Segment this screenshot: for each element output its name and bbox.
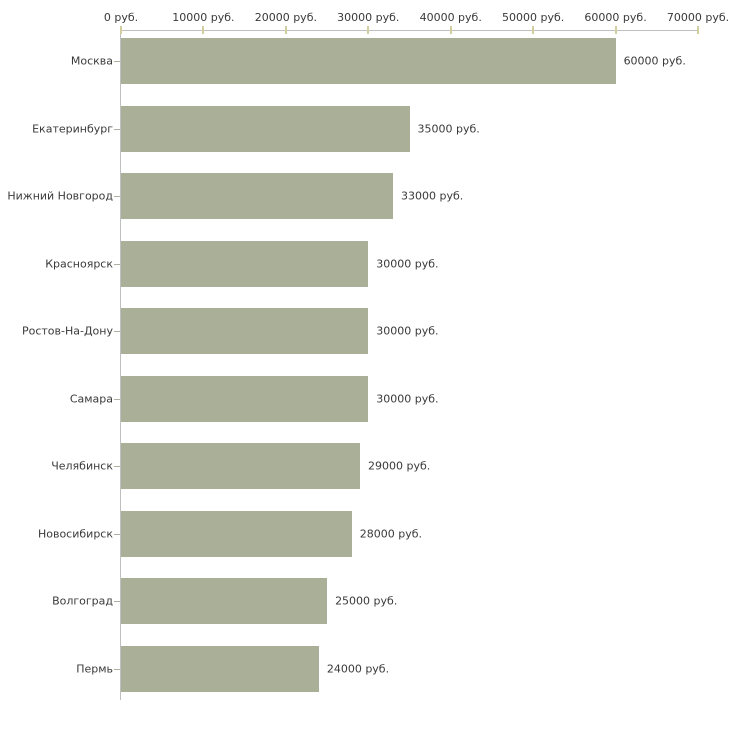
category-label: Самара <box>69 392 113 405</box>
category-label: Новосибирск <box>37 527 113 540</box>
x-axis-line <box>121 30 699 31</box>
x-axis-tick <box>697 26 699 34</box>
value-label: 33000 руб. <box>401 189 464 203</box>
value-label: 24000 руб. <box>326 662 390 675</box>
value-label: 30000 руб. <box>376 324 439 338</box>
bar <box>121 443 361 489</box>
category-tick <box>114 601 120 602</box>
x-axis-tick <box>202 26 205 34</box>
bar <box>121 578 328 624</box>
category-tick <box>114 196 120 197</box>
value-label: 30000 руб. <box>376 257 439 270</box>
category-tick <box>114 61 120 62</box>
y-axis-line <box>120 30 121 700</box>
category-label: Челябинск <box>51 459 113 473</box>
x-axis-tick-label: 40000 руб. <box>419 11 482 24</box>
x-axis-tick-label: 0 руб. <box>103 11 139 24</box>
category-label: Ростов-На-Дону <box>21 324 113 338</box>
x-axis-tick-label: 20000 руб. <box>254 11 317 24</box>
category-label: Нижний Новгород <box>7 189 113 203</box>
bar <box>121 308 369 354</box>
value-label: 35000 руб. <box>417 122 480 135</box>
x-axis-tick <box>367 26 370 34</box>
x-axis-tick <box>449 26 452 34</box>
category-tick <box>114 466 120 467</box>
category-label: Красноярск <box>45 257 113 270</box>
value-label: 60000 руб. <box>623 54 686 68</box>
category-tick <box>114 128 120 130</box>
category-label: Волгоград <box>52 594 113 608</box>
category-tick <box>114 668 120 670</box>
bar <box>121 510 352 557</box>
category-tick <box>114 533 120 535</box>
value-label: 29000 руб. <box>368 459 431 473</box>
x-axis-tick-label: 70000 руб. <box>666 11 730 24</box>
category-tick <box>114 331 120 332</box>
x-axis-tick <box>614 26 617 34</box>
x-axis-tick-label: 30000 руб. <box>337 11 400 24</box>
category-label: Пермь <box>76 662 113 675</box>
bar <box>121 645 319 692</box>
category-label: Москва <box>70 54 113 68</box>
x-axis-tick-label: 50000 руб. <box>502 11 565 24</box>
bar <box>121 173 393 219</box>
value-label: 25000 руб. <box>335 594 398 608</box>
value-label: 30000 руб. <box>376 392 439 405</box>
category-tick <box>114 263 120 265</box>
x-axis-tick-label: 60000 руб. <box>584 11 647 24</box>
bar <box>121 375 369 422</box>
category-label: Екатеринбург <box>32 122 113 135</box>
x-axis-tick <box>284 26 287 34</box>
value-label: 28000 руб. <box>359 527 423 540</box>
category-tick <box>114 398 120 400</box>
x-axis-tick <box>532 26 535 34</box>
bar <box>121 105 410 152</box>
x-axis-tick <box>120 26 122 34</box>
x-axis-tick-label: 10000 руб. <box>172 11 235 24</box>
bar <box>121 240 369 287</box>
bar <box>121 38 616 84</box>
